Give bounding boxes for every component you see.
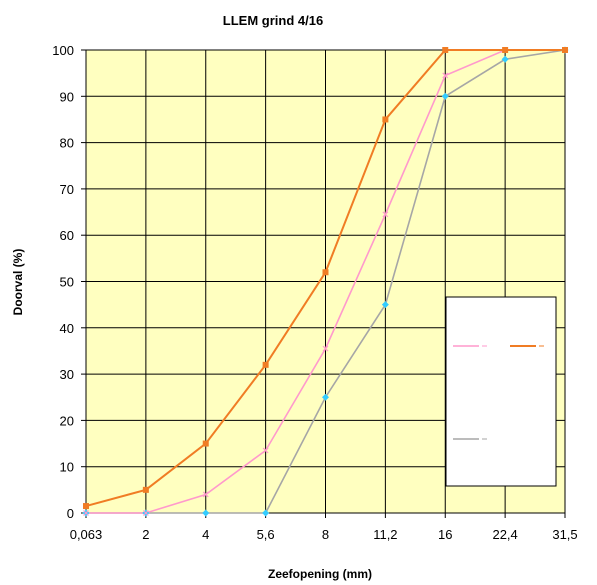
data-point — [262, 447, 269, 454]
data-point — [562, 47, 568, 53]
x-tick-label: 8 — [322, 527, 329, 542]
data-point — [83, 510, 89, 516]
data-point — [322, 393, 329, 401]
data-point — [202, 440, 209, 447]
legend-box — [445, 296, 557, 487]
y-axis-ticks: 0 10 20 30 40 50 60 70 80 90 100 — [52, 43, 86, 521]
x-axis-label: Zeefopening (mm) — [268, 567, 372, 581]
data-point — [502, 47, 509, 53]
y-tick-label: 60 — [60, 228, 74, 243]
x-axis-ticks: 0,063 2 4 5,6 8 11,2 16 22,4 31,5 — [70, 513, 578, 542]
data-point — [382, 211, 389, 218]
chart-title: LLEM grind 4/16 — [223, 13, 323, 28]
y-tick-label: 90 — [60, 89, 74, 104]
data-point — [441, 92, 449, 100]
data-point — [142, 486, 149, 493]
series-layer — [82, 46, 569, 517]
y-tick-label: 40 — [60, 321, 74, 336]
x-tick-label: 4 — [202, 527, 209, 542]
data-point — [142, 510, 149, 516]
x-tick-label: 0,063 — [70, 527, 103, 542]
y-tick-label: 30 — [60, 367, 74, 382]
data-point — [202, 509, 210, 517]
data-point — [262, 361, 269, 368]
y-tick-label: 10 — [60, 460, 74, 475]
data-point — [442, 47, 449, 53]
data-point — [262, 509, 270, 517]
y-tick-label: 0 — [67, 506, 74, 521]
data-point — [322, 269, 329, 276]
x-tick-label: 2 — [142, 527, 149, 542]
x-tick-label: 11,2 — [373, 527, 397, 542]
data-point — [381, 301, 389, 309]
data-point — [501, 55, 509, 63]
y-tick-label: 80 — [60, 136, 74, 151]
x-tick-label: 16 — [438, 527, 452, 542]
x-tick-label: 31,5 — [552, 527, 577, 542]
y-tick-label: 20 — [60, 413, 74, 428]
data-point — [83, 503, 89, 510]
data-point — [442, 72, 449, 79]
y-tick-label: 70 — [60, 182, 74, 197]
data-point — [322, 345, 329, 352]
data-point — [382, 116, 389, 123]
data-point — [202, 491, 209, 498]
y-tick-label: 50 — [60, 275, 74, 290]
legend — [445, 296, 557, 487]
x-tick-label: 22,4 — [492, 527, 517, 542]
y-axis-label: Doorval (%) — [11, 249, 25, 316]
x-tick-label: 5,6 — [257, 527, 275, 542]
y-tick-label: 100 — [52, 43, 74, 58]
